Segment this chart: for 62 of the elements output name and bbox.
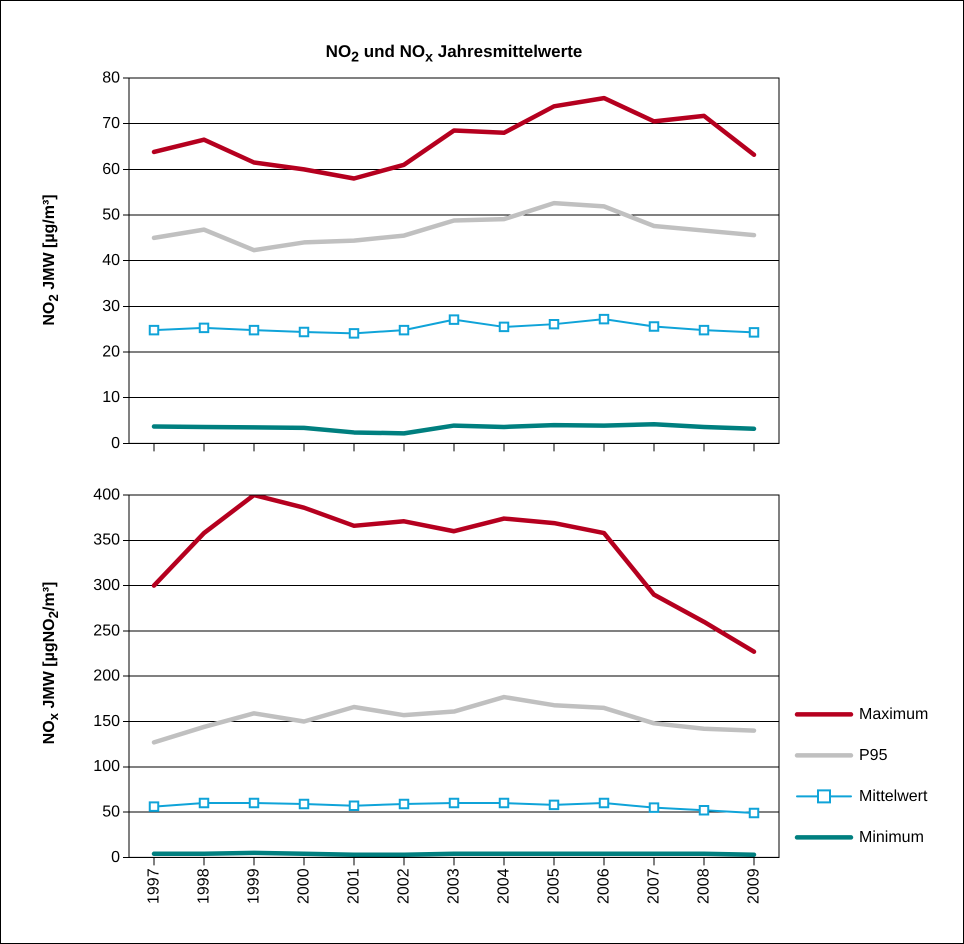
- point: [648, 321, 660, 332]
- point: [548, 800, 560, 810]
- point: [298, 326, 310, 338]
- point: [498, 322, 510, 332]
- point: [448, 798, 460, 808]
- x-tick-label: 2009: [745, 868, 762, 904]
- y-tick-label: 350: [93, 532, 120, 549]
- y-tick-label: 400: [93, 486, 120, 504]
- y-tick-label: 80: [102, 69, 120, 86]
- x-tick-label: 2004: [495, 868, 512, 904]
- point: [698, 324, 710, 336]
- x-tick-label: 2005: [545, 868, 562, 904]
- x-tick-label: 2008: [695, 868, 712, 904]
- x-tick-label: 2001: [345, 868, 362, 904]
- x-tick-label: 1997: [145, 868, 162, 904]
- x-tick-label: 1998: [195, 868, 212, 904]
- point: [348, 800, 360, 812]
- point: [248, 324, 260, 336]
- y-tick-label: 30: [102, 298, 120, 315]
- y-tick-label: 0: [111, 434, 120, 452]
- x-tick-label: 2003: [445, 868, 462, 904]
- point: [148, 801, 160, 812]
- y-tick-label: 50: [102, 206, 120, 224]
- y-tick-label: 40: [102, 252, 120, 270]
- legend-label: Maximum: [859, 706, 928, 723]
- x-tick-label: 2007: [645, 868, 662, 904]
- y-tick-label: 70: [102, 115, 120, 132]
- chart-title: NO$_{2}$ und NO$_{x}$ Jahresmittelwerte: [324, 42, 584, 66]
- point: [448, 314, 460, 325]
- point: [548, 318, 560, 330]
- point: [298, 798, 310, 810]
- y-tick-label: 50: [102, 804, 120, 821]
- y-tick-label: 20: [102, 343, 120, 360]
- legend-label: Minimum: [859, 828, 924, 846]
- point: [398, 324, 410, 336]
- y-tick-label: 10: [102, 389, 120, 406]
- point: [148, 324, 160, 336]
- point: [498, 798, 510, 808]
- point: [248, 798, 260, 808]
- x-tick-label: 1999: [245, 868, 262, 904]
- y-tick-label: 100: [93, 758, 120, 776]
- point: [198, 798, 210, 808]
- point: [348, 328, 360, 339]
- y-tick-label: 200: [93, 668, 120, 685]
- point: [748, 808, 760, 818]
- point: [398, 798, 410, 810]
- point: [648, 802, 660, 813]
- x-tick-label: 2002: [395, 868, 412, 904]
- y-tick-label: 250: [93, 622, 120, 640]
- y-tick-label: 0: [111, 848, 120, 866]
- x-tick-label: 2000: [295, 868, 312, 904]
- point: [598, 798, 610, 808]
- legend-label: Mittelwert: [859, 788, 928, 805]
- y-tick-label: 150: [93, 712, 120, 730]
- x-tick-label: 2006: [595, 868, 612, 904]
- point: [698, 805, 710, 816]
- legend-label: P95: [859, 746, 888, 764]
- point: [748, 327, 760, 338]
- point: [198, 322, 210, 334]
- y-tick-label: 300: [93, 577, 120, 594]
- y-tick-label: 60: [102, 160, 120, 178]
- point: [598, 314, 610, 324]
